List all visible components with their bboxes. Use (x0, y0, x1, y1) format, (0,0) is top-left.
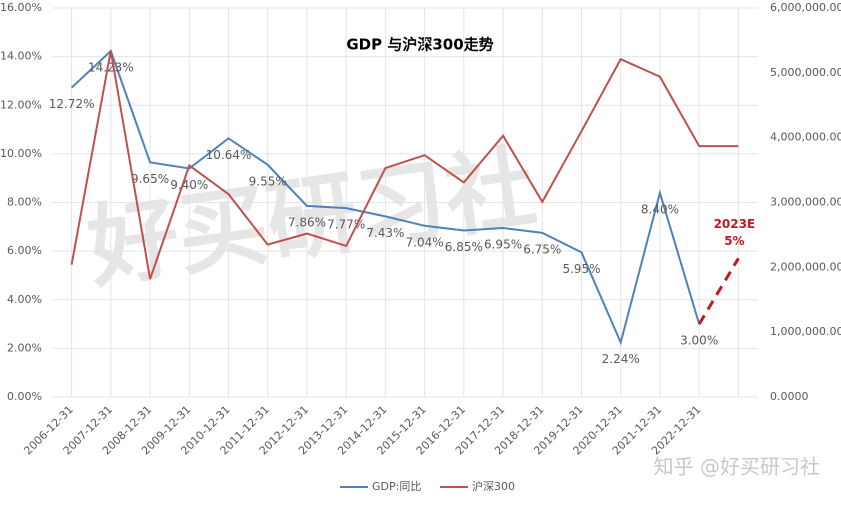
y-tick-label: 6.00% (7, 244, 42, 257)
y2-tick-label: 2,000,000.0000 (770, 260, 841, 273)
y-tick-label: 8.00% (7, 196, 42, 209)
y-tick-label: 0.00% (7, 390, 42, 403)
projection-value: 5% (724, 234, 744, 248)
data-label: 5.95% (562, 262, 600, 276)
data-label: 7.04% (406, 235, 444, 249)
y-tick-label: 16.00% (0, 1, 42, 14)
projection-line (697, 257, 740, 325)
y-tick-label: 4.00% (7, 293, 42, 306)
data-label: 10.64% (206, 148, 252, 162)
y2-tick-label: 0.0000 (770, 390, 809, 403)
data-label: 8.40% (641, 202, 679, 216)
data-label: 9.40% (170, 178, 208, 192)
y-tick-label: 10.00% (0, 147, 42, 160)
data-label: 14.23% (88, 61, 134, 75)
y-tick-label: 14.00% (0, 50, 42, 63)
data-label: 6.95% (484, 238, 522, 252)
data-label: 6.85% (445, 240, 483, 254)
y2-tick-label: 1,000,000.0000 (770, 325, 841, 338)
data-label: 9.65% (131, 172, 169, 186)
series-line (70, 50, 739, 280)
y2-tick-label: 3,000,000.0000 (770, 196, 841, 209)
data-label: 6.75% (523, 242, 561, 256)
legend-label: GDP:同比 (372, 480, 421, 493)
data-label: 12.72% (49, 97, 95, 111)
data-label: 7.43% (366, 226, 404, 240)
legend-label: 沪深300 (472, 479, 515, 493)
data-label: 2.24% (602, 352, 640, 366)
footer-watermark: 知乎 @好买研习社 (654, 455, 820, 479)
y-tick-label: 2.00% (7, 341, 42, 354)
y2-tick-label: 4,000,000.0000 (770, 131, 841, 144)
y2-tick-label: 6,000,000.0000 (770, 1, 841, 14)
series-line (70, 49, 701, 346)
data-label: 3.00% (680, 334, 718, 348)
chart-title: GDP 与沪深300走势 (346, 36, 493, 54)
y2-tick-label: 5,000,000.0000 (770, 66, 841, 79)
y-tick-label: 12.00% (0, 98, 42, 111)
data-label: 7.86% (288, 215, 326, 229)
data-label: 9.55% (249, 174, 287, 188)
projection-label: 2023E (714, 217, 756, 231)
